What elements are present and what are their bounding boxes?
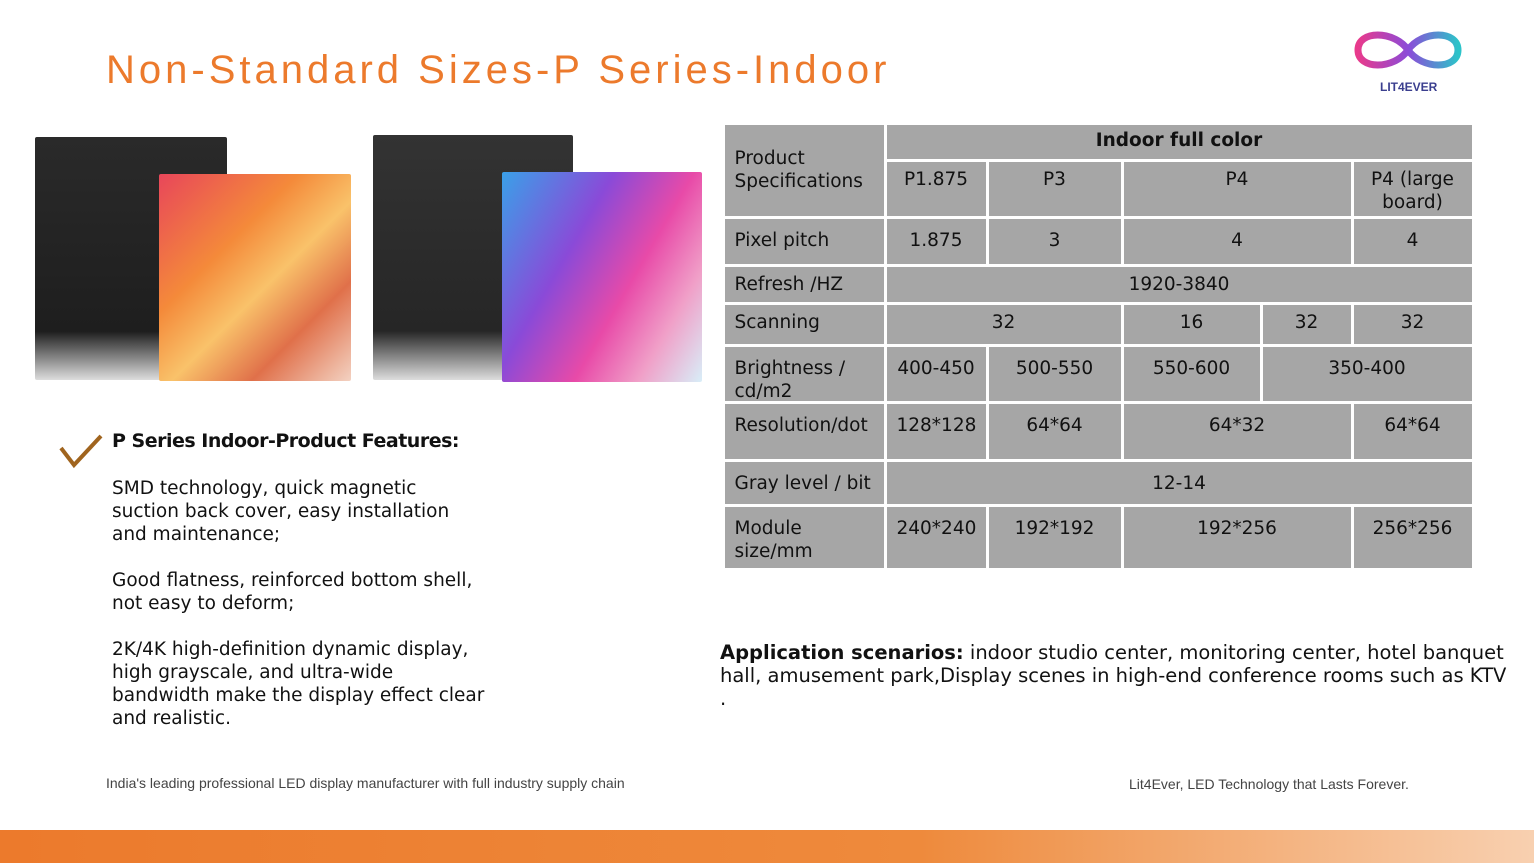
- table-cell: Refresh /HZ: [724, 266, 884, 302]
- table-cell: Indoor full color: [886, 124, 1472, 159]
- table-cell: Module size/mm: [724, 506, 884, 568]
- feature-item: SMD technology, quick magnetic suction b…: [112, 478, 450, 545]
- table-cell: 128*128: [886, 403, 986, 459]
- product-image: [159, 174, 351, 381]
- application: Application scenarios: indoor studio cen…: [720, 641, 1510, 710]
- table-cell: 3: [988, 218, 1121, 264]
- table-cell: 400-450: [886, 346, 986, 401]
- logo-text: LIT4EVER: [1380, 80, 1438, 94]
- table-cell: 64*64: [988, 403, 1121, 459]
- table-cell: 4: [1353, 218, 1472, 264]
- footer-right: Lit4Ever, LED Technology that Lasts Fore…: [1129, 776, 1409, 792]
- table-cell: Gray level / bit: [724, 461, 884, 504]
- table-cell: Product Specifications: [724, 124, 884, 216]
- table-cell: 1.875: [886, 218, 986, 264]
- table-cell: 192*192: [988, 506, 1121, 568]
- table-cell: 64*64: [1353, 403, 1472, 459]
- table-cell: 1920-3840: [886, 266, 1472, 302]
- table-cell: P1.875: [886, 161, 986, 216]
- table-cell: 550-600: [1123, 346, 1260, 401]
- feature-item: Good flatness, reinforced bottom shell, …: [112, 570, 473, 614]
- table-cell: 64*32: [1123, 403, 1351, 459]
- table-cell: 4: [1123, 218, 1351, 264]
- table-cell: 16: [1123, 304, 1260, 344]
- table-cell: Pixel pitch: [724, 218, 884, 264]
- table-cell: 32: [1353, 304, 1472, 344]
- table-cell: P3: [988, 161, 1121, 216]
- application-label: Application scenarios:: [720, 641, 964, 664]
- table-cell: 32: [886, 304, 1121, 344]
- footer-bar: [0, 830, 1534, 863]
- feature-item: 2K/4K high-definition dynamic display, h…: [112, 639, 485, 729]
- table-cell: 240*240: [886, 506, 986, 568]
- table-cell: 256*256: [1353, 506, 1472, 568]
- table-cell: 500-550: [988, 346, 1121, 401]
- features-heading: P Series Indoor-Product Features:: [112, 430, 460, 452]
- table-cell: Resolution/dot: [724, 403, 884, 459]
- product-image: [502, 172, 702, 382]
- check-icon: [59, 434, 103, 469]
- title: Non-Standard Sizes-P Series-Indoor: [106, 48, 891, 92]
- table-cell: 12-14: [886, 461, 1472, 504]
- logo: [1354, 31, 1462, 69]
- footer-left: India's leading professional LED display…: [106, 775, 625, 791]
- table-cell: Brightness / cd/m2: [724, 346, 884, 402]
- application-text: indoor studio center, monitoring center,…: [720, 641, 1507, 710]
- table-cell: Scanning: [724, 304, 884, 344]
- table-cell: 350-400: [1262, 346, 1472, 401]
- table-cell: P4: [1123, 161, 1351, 216]
- table-cell: 192*256: [1123, 506, 1351, 568]
- table-cell: 32: [1262, 304, 1351, 344]
- table-cell: P4 (large board): [1353, 161, 1472, 216]
